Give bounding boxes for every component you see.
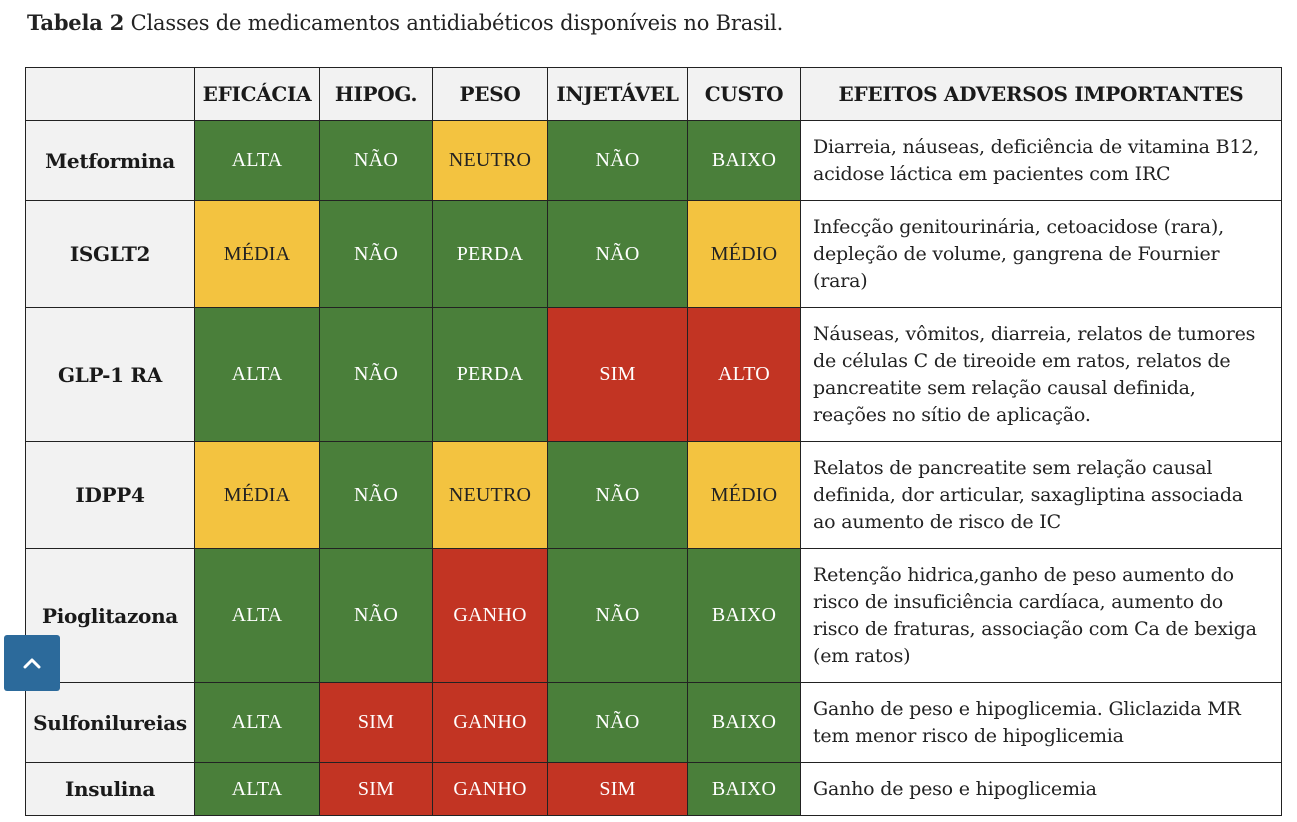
adverse-effects-cell: Náuseas, vômitos, diarreia, relatos de t…	[800, 307, 1282, 442]
scroll-to-top-button[interactable]	[4, 635, 60, 691]
eficacia-cell: ALTA	[194, 548, 320, 683]
custo-cell: BAIXO	[687, 120, 801, 201]
header-custo: CUSTO	[687, 67, 801, 121]
peso-cell: GANHO	[432, 548, 548, 683]
injetavel-cell: NÃO	[547, 441, 688, 549]
hipog-cell: SIM	[319, 682, 433, 763]
custo-cell: BAIXO	[687, 548, 801, 683]
eficacia-cell: ALTA	[194, 307, 320, 442]
eficacia-cell: ALTA	[194, 120, 320, 201]
table-row: Metformina ALTA NÃO NEUTRO NÃO BAIXO Dia…	[25, 120, 1282, 201]
injetavel-cell: NÃO	[547, 548, 688, 683]
hipog-cell: NÃO	[319, 307, 433, 442]
hipog-cell: NÃO	[319, 548, 433, 683]
adverse-effects-cell: Ganho de peso e hipoglicemia	[800, 762, 1282, 816]
peso-cell: GANHO	[432, 762, 548, 816]
drug-name: IDPP4	[25, 441, 195, 549]
injetavel-cell: SIM	[547, 307, 688, 442]
eficacia-cell: ALTA	[194, 762, 320, 816]
hipog-cell: NÃO	[319, 441, 433, 549]
adverse-effects-cell: Diarreia, náuseas, deficiência de vitami…	[800, 120, 1282, 201]
table-row: IDPP4 MÉDIA NÃO NEUTRO NÃO MÉDIO Relatos…	[25, 441, 1282, 549]
drug-name: GLP-1 RA	[25, 307, 195, 442]
custo-cell: ALTO	[687, 307, 801, 442]
table-caption: Tabela 2 Classes de medicamentos antidia…	[27, 7, 783, 39]
injetavel-cell: NÃO	[547, 682, 688, 763]
header-hipog: HIPOG.	[319, 67, 433, 121]
table-row: Pioglitazona ALTA NÃO GANHO NÃO BAIXO Re…	[25, 548, 1282, 683]
custo-cell: MÉDIO	[687, 200, 801, 308]
drug-name: ISGLT2	[25, 200, 195, 308]
table-row: ISGLT2 MÉDIA NÃO PERDA NÃO MÉDIO Infecçã…	[25, 200, 1282, 308]
header-empty	[25, 67, 195, 121]
table-row: Insulina ALTA SIM GANHO SIM BAIXO Ganho …	[25, 762, 1282, 816]
peso-cell: GANHO	[432, 682, 548, 763]
caption-label: Tabela 2	[27, 10, 125, 35]
header-efeitos-adversos: EFEITOS ADVERSOS IMPORTANTES	[800, 67, 1282, 121]
table-row: Sulfonilureias ALTA SIM GANHO NÃO BAIXO …	[25, 682, 1282, 763]
header-injetavel: INJETÁVEL	[547, 67, 688, 121]
header-peso: PESO	[432, 67, 548, 121]
antidiabetic-table: EFICÁCIA HIPOG. PESO INJETÁVEL CUSTO EFE…	[25, 67, 1282, 816]
header-row: EFICÁCIA HIPOG. PESO INJETÁVEL CUSTO EFE…	[25, 67, 1282, 121]
adverse-effects-cell: Ganho de peso e hipoglicemia. Gliclazida…	[800, 682, 1282, 763]
drug-name: Insulina	[25, 762, 195, 816]
injetavel-cell: NÃO	[547, 200, 688, 308]
caption-text: Classes de medicamentos antidiabéticos d…	[124, 11, 784, 35]
custo-cell: BAIXO	[687, 762, 801, 816]
custo-cell: MÉDIO	[687, 441, 801, 549]
eficacia-cell: MÉDIA	[194, 200, 320, 308]
adverse-effects-cell: Retenção hidrica,ganho de peso aumento d…	[800, 548, 1282, 683]
peso-cell: NEUTRO	[432, 120, 548, 201]
peso-cell: PERDA	[432, 307, 548, 442]
hipog-cell: NÃO	[319, 200, 433, 308]
header-eficacia: EFICÁCIA	[194, 67, 320, 121]
eficacia-cell: MÉDIA	[194, 441, 320, 549]
hipog-cell: SIM	[319, 762, 433, 816]
drug-name: Metformina	[25, 120, 195, 201]
adverse-effects-cell: Infecção genitourinária, cetoacidose (ra…	[800, 200, 1282, 308]
custo-cell: BAIXO	[687, 682, 801, 763]
injetavel-cell: SIM	[547, 762, 688, 816]
hipog-cell: NÃO	[319, 120, 433, 201]
peso-cell: NEUTRO	[432, 441, 548, 549]
injetavel-cell: NÃO	[547, 120, 688, 201]
drug-name: Sulfonilureias	[25, 682, 195, 763]
chevron-up-icon	[23, 658, 41, 669]
peso-cell: PERDA	[432, 200, 548, 308]
adverse-effects-cell: Relatos de pancreatite sem relação causa…	[800, 441, 1282, 549]
table-row: GLP-1 RA ALTA NÃO PERDA SIM ALTO Náuseas…	[25, 307, 1282, 442]
eficacia-cell: ALTA	[194, 682, 320, 763]
